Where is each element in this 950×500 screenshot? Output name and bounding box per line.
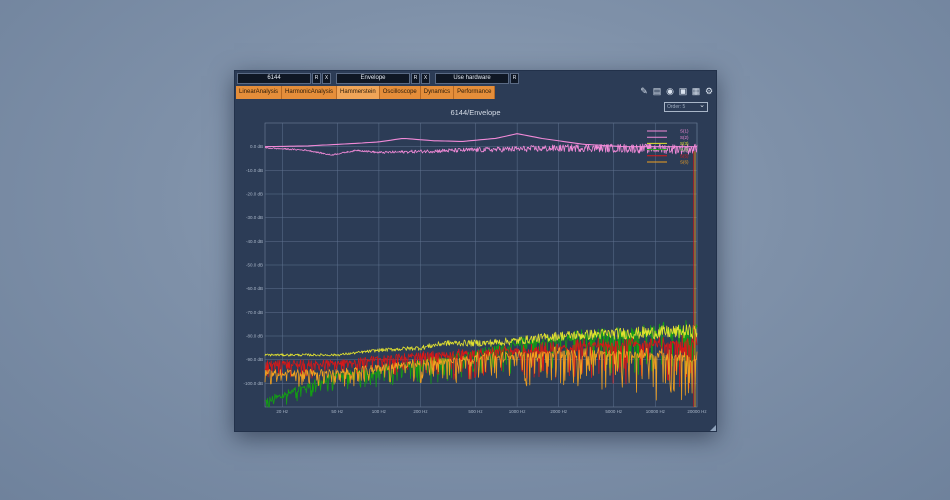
x-tick-label: 200 Hz xyxy=(413,409,428,414)
x-tick-label: 2000 Hz xyxy=(550,409,568,414)
x-tick-label: 100 Hz xyxy=(372,409,387,414)
hardware-r-button[interactable]: R xyxy=(510,73,519,84)
tab-linear-analysis[interactable]: LinearAnalysis xyxy=(236,86,283,99)
chart-icon[interactable]: ▦ xyxy=(691,86,701,96)
tab-bar: LinearAnalysis HarmonicAnalysis Hammerst… xyxy=(236,86,496,99)
signal-x-button[interactable]: X xyxy=(421,73,430,84)
y-tick-label: -30.0 dB xyxy=(246,215,263,220)
legend-label: S(6) xyxy=(680,160,689,165)
toolbar: 6144 R X Envelope R X Use hardware R xyxy=(235,71,716,85)
hardware-field[interactable]: Use hardware xyxy=(435,73,509,84)
x-tick-label: 20 Hz xyxy=(276,409,289,414)
camera-icon[interactable]: ▣ xyxy=(678,86,688,96)
y-tick-label: -80.0 dB xyxy=(246,334,263,339)
notes-icon[interactable]: ✎ xyxy=(640,86,648,96)
y-tick-label: -100.0 dB xyxy=(243,381,263,386)
series-line xyxy=(264,324,698,357)
tab-performance[interactable]: Performance xyxy=(454,86,496,99)
x-tick-label: 10000 Hz xyxy=(646,409,666,414)
tab-harmonic-analysis[interactable]: HarmonicAnalysis xyxy=(282,86,338,99)
legend-label: S(3) xyxy=(680,141,689,146)
resize-handle[interactable] xyxy=(710,425,716,431)
series-line xyxy=(264,334,698,389)
y-tick-label: 0.0 dB xyxy=(250,144,263,149)
source-field[interactable]: 6144 xyxy=(237,73,311,84)
series-line xyxy=(264,345,698,401)
legend-label: S(1) xyxy=(680,129,689,134)
y-tick-label: -50.0 dB xyxy=(246,263,263,268)
legend-label: S(2) xyxy=(680,135,689,140)
x-tick-label: 5000 Hz xyxy=(605,409,623,414)
legend-label: S(5) xyxy=(680,153,689,158)
y-tick-label: -10.0 dB xyxy=(246,168,263,173)
y-tick-label: -20.0 dB xyxy=(246,192,263,197)
order-dropdown[interactable]: Order: 5 ⌄ xyxy=(664,102,708,112)
book-icon[interactable]: ▤ xyxy=(652,86,662,96)
chevron-down-icon: ⌄ xyxy=(699,102,705,109)
tab-hammerstein[interactable]: Hammerstein xyxy=(337,86,380,99)
source-r-button[interactable]: R xyxy=(312,73,321,84)
app-window: 6144 R X Envelope R X Use hardware R Lin… xyxy=(234,70,717,432)
y-tick-label: -90.0 dB xyxy=(246,357,263,362)
source-x-button[interactable]: X xyxy=(322,73,331,84)
tab-dynamics[interactable]: Dynamics xyxy=(420,86,455,99)
tab-oscilloscope[interactable]: Oscilloscope xyxy=(379,86,421,99)
x-tick-label: 500 Hz xyxy=(468,409,483,414)
y-tick-label: -60.0 dB xyxy=(246,286,263,291)
series-line xyxy=(264,133,697,148)
order-dropdown-value: Order: 5 xyxy=(667,104,686,110)
icon-toolbar: ✎ ▤ ◉ ▣ ▦ ⚙ xyxy=(639,86,714,96)
y-tick-label: -70.0 dB xyxy=(246,310,263,315)
x-tick-label: 50 Hz xyxy=(331,409,344,414)
eye-icon[interactable]: ◉ xyxy=(666,86,674,96)
signal-r-button[interactable]: R xyxy=(411,73,420,84)
x-tick-label: 1000 Hz xyxy=(509,409,527,414)
signal-field[interactable]: Envelope xyxy=(336,73,410,84)
gear-icon[interactable]: ⚙ xyxy=(704,86,714,96)
y-tick-label: -40.0 dB xyxy=(246,239,263,244)
x-tick-label: 20000 Hz xyxy=(687,409,707,414)
chart: 20 Hz 50 Hz 100 Hz 200 Hz 500 Hz 1000 Hz 2000 … xyxy=(243,122,707,414)
plot-title: 6144/Envelope xyxy=(450,108,501,117)
series-line xyxy=(264,143,698,156)
legend-label: S(4) xyxy=(680,147,689,152)
